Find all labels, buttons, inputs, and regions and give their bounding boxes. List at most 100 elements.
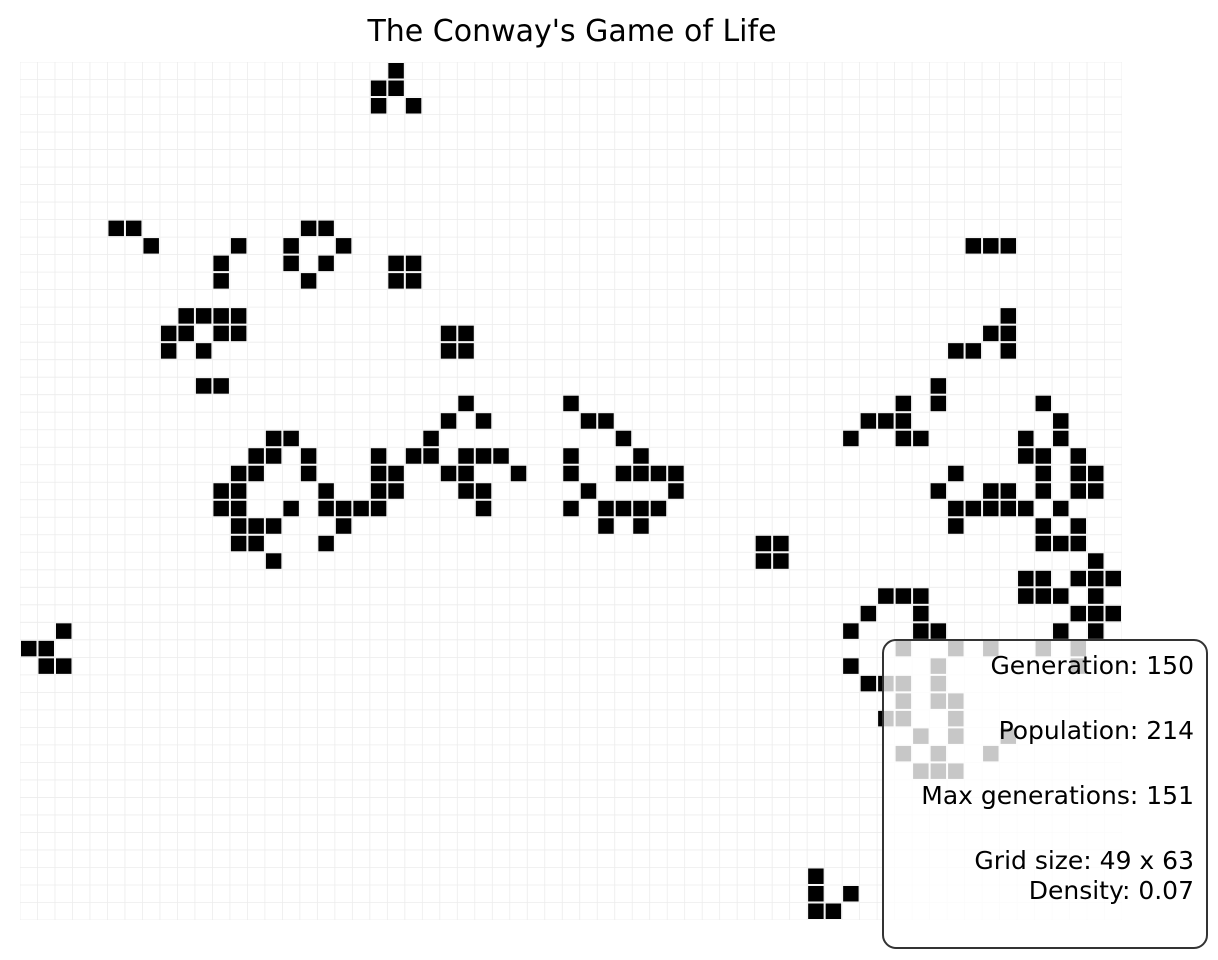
alive-cell[interactable] bbox=[1105, 570, 1121, 587]
alive-cell[interactable] bbox=[1088, 483, 1104, 499]
alive-cell[interactable] bbox=[1035, 483, 1052, 499]
alive-cell[interactable] bbox=[405, 98, 422, 114]
alive-cell[interactable] bbox=[1088, 553, 1104, 569]
alive-cell[interactable] bbox=[458, 395, 474, 412]
alive-cell[interactable] bbox=[178, 308, 194, 324]
alive-cell[interactable] bbox=[598, 500, 614, 517]
alive-cell[interactable] bbox=[1070, 605, 1087, 622]
alive-cell[interactable] bbox=[230, 238, 247, 254]
alive-cell[interactable] bbox=[440, 465, 457, 482]
alive-cell[interactable] bbox=[335, 518, 352, 534]
alive-cell[interactable] bbox=[983, 325, 999, 342]
alive-cell[interactable] bbox=[195, 378, 212, 394]
alive-cell[interactable] bbox=[913, 430, 929, 447]
alive-cell[interactable] bbox=[160, 325, 177, 342]
alive-cell[interactable] bbox=[230, 483, 247, 499]
alive-cell[interactable] bbox=[773, 553, 789, 569]
alive-cell[interactable] bbox=[1070, 483, 1087, 499]
alive-cell[interactable] bbox=[265, 430, 282, 447]
alive-cell[interactable] bbox=[1035, 588, 1052, 604]
alive-cell[interactable] bbox=[213, 308, 229, 324]
alive-cell[interactable] bbox=[948, 465, 964, 482]
alive-cell[interactable] bbox=[825, 903, 842, 919]
alive-cell[interactable] bbox=[843, 658, 859, 674]
alive-cell[interactable] bbox=[108, 220, 124, 237]
alive-cell[interactable] bbox=[615, 465, 632, 482]
alive-cell[interactable] bbox=[370, 483, 387, 499]
alive-cell[interactable] bbox=[773, 535, 789, 552]
alive-cell[interactable] bbox=[458, 325, 474, 342]
alive-cell[interactable] bbox=[195, 308, 212, 324]
alive-cell[interactable] bbox=[983, 483, 999, 499]
alive-cell[interactable] bbox=[388, 483, 404, 499]
alive-cell[interactable] bbox=[265, 518, 282, 534]
alive-cell[interactable] bbox=[843, 430, 859, 447]
alive-cell[interactable] bbox=[1088, 570, 1104, 587]
alive-cell[interactable] bbox=[248, 535, 264, 552]
alive-cell[interactable] bbox=[213, 255, 229, 272]
alive-cell[interactable] bbox=[633, 448, 649, 464]
alive-cell[interactable] bbox=[615, 430, 632, 447]
alive-cell[interactable] bbox=[895, 430, 912, 447]
alive-cell[interactable] bbox=[633, 500, 649, 517]
alive-cell[interactable] bbox=[1035, 570, 1052, 587]
alive-cell[interactable] bbox=[1035, 448, 1052, 464]
alive-cell[interactable] bbox=[458, 343, 474, 359]
alive-cell[interactable] bbox=[983, 500, 999, 517]
alive-cell[interactable] bbox=[913, 605, 929, 622]
alive-cell[interactable] bbox=[38, 640, 54, 657]
alive-cell[interactable] bbox=[230, 535, 247, 552]
alive-cell[interactable] bbox=[213, 273, 229, 289]
alive-cell[interactable] bbox=[283, 238, 299, 254]
alive-cell[interactable] bbox=[860, 413, 877, 429]
alive-cell[interactable] bbox=[405, 448, 422, 464]
alive-cell[interactable] bbox=[195, 343, 212, 359]
alive-cell[interactable] bbox=[1018, 448, 1034, 464]
alive-cell[interactable] bbox=[230, 500, 247, 517]
alive-cell[interactable] bbox=[930, 395, 947, 412]
alive-cell[interactable] bbox=[318, 255, 334, 272]
alive-cell[interactable] bbox=[458, 483, 474, 499]
alive-cell[interactable] bbox=[1018, 500, 1034, 517]
alive-cell[interactable] bbox=[755, 535, 772, 552]
alive-cell[interactable] bbox=[1070, 448, 1087, 464]
alive-cell[interactable] bbox=[598, 518, 614, 534]
alive-cell[interactable] bbox=[913, 623, 929, 639]
alive-cell[interactable] bbox=[1070, 518, 1087, 534]
alive-cell[interactable] bbox=[178, 325, 194, 342]
alive-cell[interactable] bbox=[370, 500, 387, 517]
alive-cell[interactable] bbox=[930, 483, 947, 499]
alive-cell[interactable] bbox=[1000, 238, 1017, 254]
alive-cell[interactable] bbox=[300, 220, 317, 237]
alive-cell[interactable] bbox=[755, 553, 772, 569]
alive-cell[interactable] bbox=[895, 413, 912, 429]
alive-cell[interactable] bbox=[230, 308, 247, 324]
alive-cell[interactable] bbox=[493, 448, 509, 464]
alive-cell[interactable] bbox=[335, 238, 352, 254]
alive-cell[interactable] bbox=[38, 658, 54, 674]
alive-cell[interactable] bbox=[388, 63, 404, 79]
alive-cell[interactable] bbox=[563, 465, 579, 482]
alive-cell[interactable] bbox=[265, 553, 282, 569]
alive-cell[interactable] bbox=[1018, 588, 1034, 604]
alive-cell[interactable] bbox=[965, 343, 982, 359]
alive-cell[interactable] bbox=[370, 98, 387, 114]
alive-cell[interactable] bbox=[458, 465, 474, 482]
alive-cell[interactable] bbox=[965, 500, 982, 517]
alive-cell[interactable] bbox=[1053, 413, 1069, 429]
alive-cell[interactable] bbox=[230, 325, 247, 342]
alive-cell[interactable] bbox=[1035, 395, 1052, 412]
alive-cell[interactable] bbox=[563, 395, 579, 412]
alive-cell[interactable] bbox=[370, 448, 387, 464]
alive-cell[interactable] bbox=[563, 500, 579, 517]
alive-cell[interactable] bbox=[300, 465, 317, 482]
alive-cell[interactable] bbox=[388, 465, 404, 482]
alive-cell[interactable] bbox=[318, 500, 334, 517]
alive-cell[interactable] bbox=[808, 903, 824, 919]
alive-cell[interactable] bbox=[405, 273, 422, 289]
alive-cell[interactable] bbox=[1053, 500, 1069, 517]
alive-cell[interactable] bbox=[615, 500, 632, 517]
alive-cell[interactable] bbox=[353, 500, 369, 517]
alive-cell[interactable] bbox=[265, 448, 282, 464]
alive-cell[interactable] bbox=[1088, 465, 1104, 482]
